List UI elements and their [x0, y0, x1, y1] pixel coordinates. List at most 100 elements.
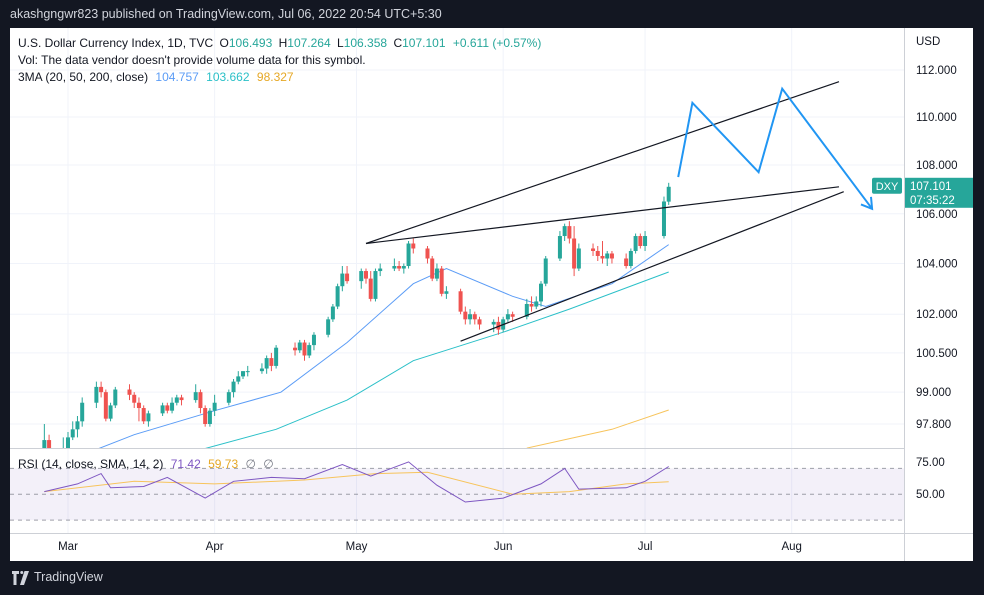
- time-label: May: [346, 541, 368, 553]
- candle[interactable]: [66, 432, 70, 454]
- candle[interactable]: [368, 271, 373, 302]
- candle[interactable]: [505, 309, 510, 322]
- candle[interactable]: [463, 306, 468, 325]
- candle[interactable]: [302, 339, 307, 361]
- candle[interactable]: [103, 389, 108, 422]
- candle[interactable]: [340, 266, 345, 292]
- candle[interactable]: [472, 311, 477, 325]
- trendline-channel-upper[interactable]: [365, 81, 840, 245]
- candle[interactable]: [477, 316, 482, 330]
- candle[interactable]: [80, 397, 85, 427]
- candle[interactable]: [146, 410, 151, 427]
- candle[interactable]: [633, 233, 638, 254]
- candle[interactable]: [70, 421, 75, 441]
- candle[interactable]: [534, 296, 539, 310]
- candle[interactable]: [600, 241, 605, 264]
- candle[interactable]: [643, 231, 648, 251]
- candle[interactable]: [264, 355, 269, 374]
- candle[interactable]: [127, 384, 132, 401]
- candle[interactable]: [141, 405, 146, 424]
- candle[interactable]: [307, 342, 312, 359]
- candle[interactable]: [113, 386, 118, 409]
- candle[interactable]: [245, 365, 250, 377]
- candle[interactable]: [539, 281, 543, 307]
- candle[interactable]: [179, 394, 184, 406]
- candle[interactable]: [359, 268, 364, 289]
- candle[interactable]: [345, 266, 350, 284]
- candle[interactable]: [406, 241, 411, 269]
- candle[interactable]: [326, 316, 331, 338]
- trendline-channel-lower[interactable]: [460, 191, 844, 342]
- candle[interactable]: [430, 255, 435, 282]
- candle[interactable]: [297, 339, 302, 353]
- candle[interactable]: [609, 250, 614, 264]
- candle[interactable]: [397, 260, 402, 272]
- candle[interactable]: [170, 397, 175, 414]
- candle[interactable]: [198, 389, 203, 414]
- candle[interactable]: [61, 437, 65, 459]
- candle[interactable]: [47, 434, 52, 459]
- candle[interactable]: [212, 394, 217, 417]
- candle[interactable]: [236, 371, 241, 385]
- candle[interactable]: [595, 245, 600, 261]
- candle[interactable]: [401, 263, 406, 274]
- candle[interactable]: [203, 405, 208, 427]
- candle[interactable]: [42, 424, 47, 464]
- candle[interactable]: [543, 255, 548, 287]
- candle[interactable]: [335, 283, 340, 310]
- candle[interactable]: [468, 309, 473, 325]
- candle[interactable]: [605, 250, 610, 267]
- candle[interactable]: [330, 303, 335, 322]
- publish-header: akashgngwr823 published on TradingView.c…: [0, 0, 984, 28]
- candle[interactable]: [174, 394, 179, 406]
- candle[interactable]: [444, 286, 449, 299]
- candle[interactable]: [99, 381, 104, 398]
- candle[interactable]: [591, 243, 596, 256]
- candle[interactable]: [638, 233, 643, 249]
- candle[interactable]: [311, 332, 316, 351]
- candle[interactable]: [165, 402, 170, 414]
- candle[interactable]: [491, 319, 496, 333]
- candle[interactable]: [572, 226, 577, 277]
- candle[interactable]: [193, 384, 198, 403]
- candle[interactable]: [132, 392, 137, 409]
- candle[interactable]: [458, 288, 463, 315]
- candle[interactable]: [378, 263, 383, 277]
- candle[interactable]: [425, 245, 430, 264]
- candle[interactable]: [231, 379, 236, 398]
- candle[interactable]: [241, 371, 246, 380]
- candle[interactable]: [496, 316, 501, 335]
- projection-path[interactable]: [677, 86, 873, 210]
- candle[interactable]: [624, 253, 629, 269]
- candle[interactable]: [207, 408, 212, 427]
- candle[interactable]: [274, 345, 279, 369]
- candle[interactable]: [94, 381, 99, 409]
- candle[interactable]: [363, 268, 368, 284]
- candle[interactable]: [628, 248, 633, 269]
- candle[interactable]: [392, 258, 397, 272]
- candle[interactable]: [439, 266, 444, 297]
- candle[interactable]: [108, 402, 113, 422]
- candle[interactable]: [434, 263, 439, 282]
- chart-panel[interactable]: U.S. Dollar Currency Index, 1D, TVC O106…: [10, 28, 973, 561]
- candle[interactable]: [666, 182, 671, 205]
- candle[interactable]: [510, 311, 515, 322]
- candle[interactable]: [136, 397, 141, 422]
- candle[interactable]: [557, 231, 562, 261]
- candle-body: [591, 248, 596, 251]
- candle[interactable]: [373, 268, 378, 302]
- candle[interactable]: [269, 352, 274, 372]
- candle[interactable]: [562, 223, 567, 242]
- candle[interactable]: [661, 196, 666, 239]
- candle[interactable]: [576, 243, 581, 272]
- candle[interactable]: [411, 238, 416, 254]
- candle[interactable]: [160, 402, 165, 417]
- candle[interactable]: [529, 296, 534, 312]
- candle[interactable]: [567, 221, 572, 244]
- candle[interactable]: [293, 342, 298, 356]
- candle[interactable]: [259, 363, 264, 374]
- candle[interactable]: [75, 416, 80, 438]
- chart-canvas[interactable]: U.S. Dollar Currency Index, 1D, TVC O106…: [10, 28, 973, 561]
- candle[interactable]: [226, 389, 231, 406]
- trendline-wedge-upper[interactable]: [365, 186, 840, 245]
